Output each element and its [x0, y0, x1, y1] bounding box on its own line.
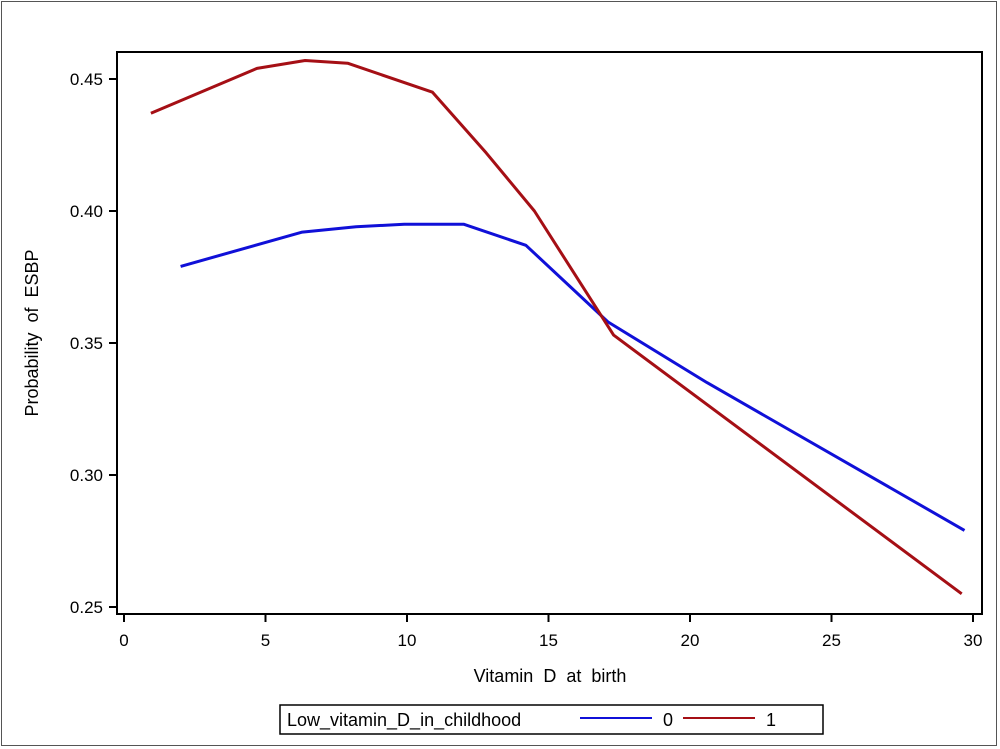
x-axis-title: Vitamin D at birth	[474, 666, 627, 686]
x-tick-label: 0	[119, 631, 128, 650]
legend-title: Low_vitamin_D_in_childhood	[287, 710, 521, 731]
plot-area	[116, 51, 983, 615]
series-lines	[150, 59, 966, 596]
x-tick-label: 5	[261, 631, 270, 650]
x-tick-label: 20	[681, 631, 700, 650]
legend: Low_vitamin_D_in_childhood 0 1	[279, 704, 824, 735]
x-tick-label: 15	[539, 631, 558, 650]
x-tick-label: 10	[398, 631, 417, 650]
x-axis: 0 5 10 15 20 25 30	[119, 614, 982, 650]
y-tick-label: 0.40	[70, 202, 103, 221]
y-tick-label: 0.45	[70, 70, 103, 89]
x-tick-label: 30	[964, 631, 983, 650]
legend-label-0: 0	[663, 710, 673, 730]
series-line-1	[150, 59, 963, 596]
y-tick-label: 0.30	[70, 466, 103, 485]
legend-label-1: 1	[766, 710, 776, 730]
y-axis: 0.25 0.30 0.35 0.40 0.45	[70, 70, 117, 617]
x-tick-label: 25	[822, 631, 841, 650]
legend-box	[279, 704, 824, 735]
y-tick-label: 0.35	[70, 334, 103, 353]
y-axis-title: Probability of ESBP	[22, 249, 42, 416]
y-tick-label: 0.25	[70, 598, 103, 617]
